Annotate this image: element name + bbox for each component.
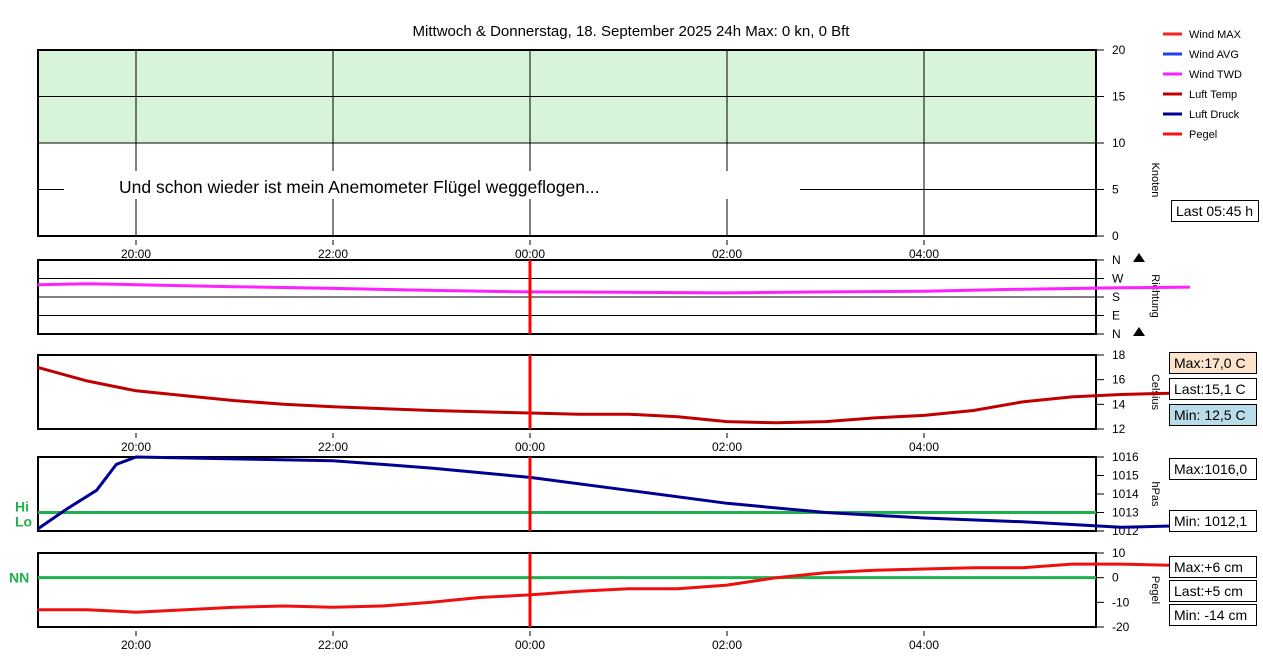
y-tick-label: 0 xyxy=(1112,229,1119,243)
chart-title: Mittwoch & Donnerstag, 18. September 202… xyxy=(413,23,851,40)
y-tick-label: 10 xyxy=(1112,136,1126,150)
info-box-press-max: Max:1016,0 xyxy=(1169,458,1257,480)
info-box-level-last: Last:+5 cm xyxy=(1169,580,1257,602)
y-tick-label: 14 xyxy=(1112,397,1126,411)
x-tick-label: 22:00 xyxy=(318,638,348,652)
y-tick-label: E xyxy=(1112,309,1120,323)
annotation-bg xyxy=(64,171,800,199)
x-tick-label: 04:00 xyxy=(909,247,939,261)
lo-label: Lo xyxy=(15,514,32,530)
y-tick-label: 18 xyxy=(1112,348,1126,362)
legend-label: Pegel xyxy=(1189,129,1217,141)
legend-label: Wind TWD xyxy=(1189,69,1242,81)
x-tick-label: 22:00 xyxy=(318,247,348,261)
y-tick-label: -10 xyxy=(1112,595,1130,609)
y-tick-label: N xyxy=(1112,327,1121,341)
x-tick-label: 22:00 xyxy=(318,440,348,454)
series-line xyxy=(37,282,1190,295)
y-tick-label: 20 xyxy=(1112,43,1126,57)
series-line xyxy=(37,562,1190,614)
arrow-up-icon xyxy=(1133,253,1145,262)
nn-label: NN xyxy=(9,570,29,586)
y-tick-label: W xyxy=(1112,272,1124,286)
y-tick-label: 1013 xyxy=(1112,506,1139,520)
panel-frame xyxy=(37,552,1097,628)
y-tick-label: 15 xyxy=(1112,90,1126,104)
x-tick-label: 00:00 xyxy=(515,440,545,454)
legend-label: Wind MAX xyxy=(1189,29,1242,41)
x-tick-label: 20:00 xyxy=(121,247,151,261)
y-tick-label: 12 xyxy=(1112,422,1126,436)
info-box-level-max: Max:+6 cm xyxy=(1169,556,1257,578)
x-tick-label: 02:00 xyxy=(712,247,742,261)
x-tick-label: 02:00 xyxy=(712,638,742,652)
series-line xyxy=(37,365,1191,425)
series-line xyxy=(36,455,1190,531)
y-tick-label: 1014 xyxy=(1112,487,1139,501)
y-tick-label: -20 xyxy=(1112,620,1130,634)
arrow-up-icon xyxy=(1133,327,1145,336)
x-tick-label: 20:00 xyxy=(121,638,151,652)
y-tick-label: S xyxy=(1112,290,1120,304)
legend-label: Luft Temp xyxy=(1189,89,1237,101)
annotation-text: Und schon wieder ist mein Anemometer Flü… xyxy=(119,177,600,197)
y-tick-label: N xyxy=(1112,253,1121,267)
info-box-temp-min: Min: 12,5 C xyxy=(1169,404,1257,426)
y-axis-label: Knoten xyxy=(1149,163,1161,198)
legend-label: Wind AVG xyxy=(1189,49,1239,61)
y-axis-label: Pegel xyxy=(1149,576,1161,604)
x-tick-label: 00:00 xyxy=(515,638,545,652)
y-axis-label: hPas xyxy=(1149,481,1161,507)
hi-label: Hi xyxy=(15,499,29,515)
y-axis-label: Richtung xyxy=(1149,274,1161,317)
info-box-level-min: Min: -14 cm xyxy=(1169,604,1257,626)
x-tick-label: 04:00 xyxy=(909,638,939,652)
x-tick-label: 02:00 xyxy=(712,440,742,454)
info-box-press-min: Min: 1012,1 xyxy=(1169,510,1257,532)
x-tick-label: 04:00 xyxy=(909,440,939,454)
y-tick-label: 5 xyxy=(1112,183,1119,197)
legend: Wind MAX Wind AVG Wind TWD Luft Temp Luft Dr… xyxy=(1163,29,1242,141)
y-tick-label: 10 xyxy=(1112,546,1126,560)
y-tick-label: 16 xyxy=(1112,373,1126,387)
info-box-last-update: Last 05:45 h xyxy=(1171,200,1259,222)
y-tick-label: 0 xyxy=(1112,571,1119,585)
info-box-temp-last: Last:15,1 C xyxy=(1169,378,1257,400)
x-tick-label: 00:00 xyxy=(515,247,545,261)
legend-label: Luft Druck xyxy=(1189,109,1240,121)
info-box-temp-max: Max:17,0 C xyxy=(1169,352,1257,374)
x-tick-label: 20:00 xyxy=(121,440,151,454)
y-tick-label: 1016 xyxy=(1112,450,1139,464)
y-tick-label: 1015 xyxy=(1112,469,1139,483)
panel-frame xyxy=(37,354,1097,430)
